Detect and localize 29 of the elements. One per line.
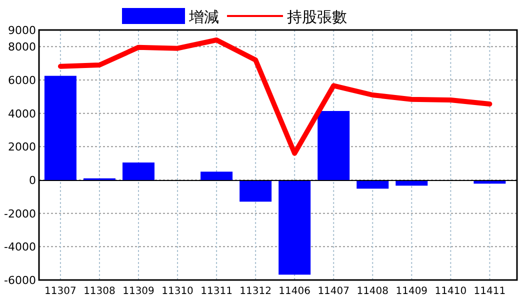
x-tick-label: 11311 <box>200 286 232 297</box>
bar <box>44 76 76 180</box>
y-tick-label: 6000 <box>8 74 36 87</box>
y-tick-label: 9000 <box>8 24 36 37</box>
y-tick-label: 2000 <box>8 140 36 154</box>
legend-label: 持股張數 <box>287 8 347 26</box>
y-tick-label: -2000 <box>4 207 36 220</box>
x-tick-label: 11309 <box>122 286 154 297</box>
bar <box>122 162 154 180</box>
y-tick-label: 4000 <box>8 107 36 120</box>
bar <box>200 172 233 180</box>
bar <box>240 180 272 202</box>
x-tick-label: 11408 <box>356 286 389 297</box>
y-tick-label: -6000 <box>4 274 36 287</box>
x-tick-label: 11307 <box>44 286 76 297</box>
bar <box>318 111 350 180</box>
x-tick-label: 11409 <box>396 286 428 297</box>
y-tick-label: 8000 <box>8 40 36 54</box>
x-tick-label: 11406 <box>278 286 310 297</box>
bar <box>278 180 311 275</box>
x-tick-label: 11310 <box>162 286 194 297</box>
x-tick-label: 11411 <box>474 286 506 297</box>
y-tick-label: -4000 <box>4 240 36 254</box>
x-tick-label: 11407 <box>318 286 350 297</box>
x-tick-label: 11312 <box>240 286 272 297</box>
y-tick-label: 0 <box>29 174 36 187</box>
x-tick-label: 11308 <box>84 286 116 297</box>
legend-label: 增減 <box>188 8 219 26</box>
x-tick-label: 11410 <box>434 286 467 297</box>
